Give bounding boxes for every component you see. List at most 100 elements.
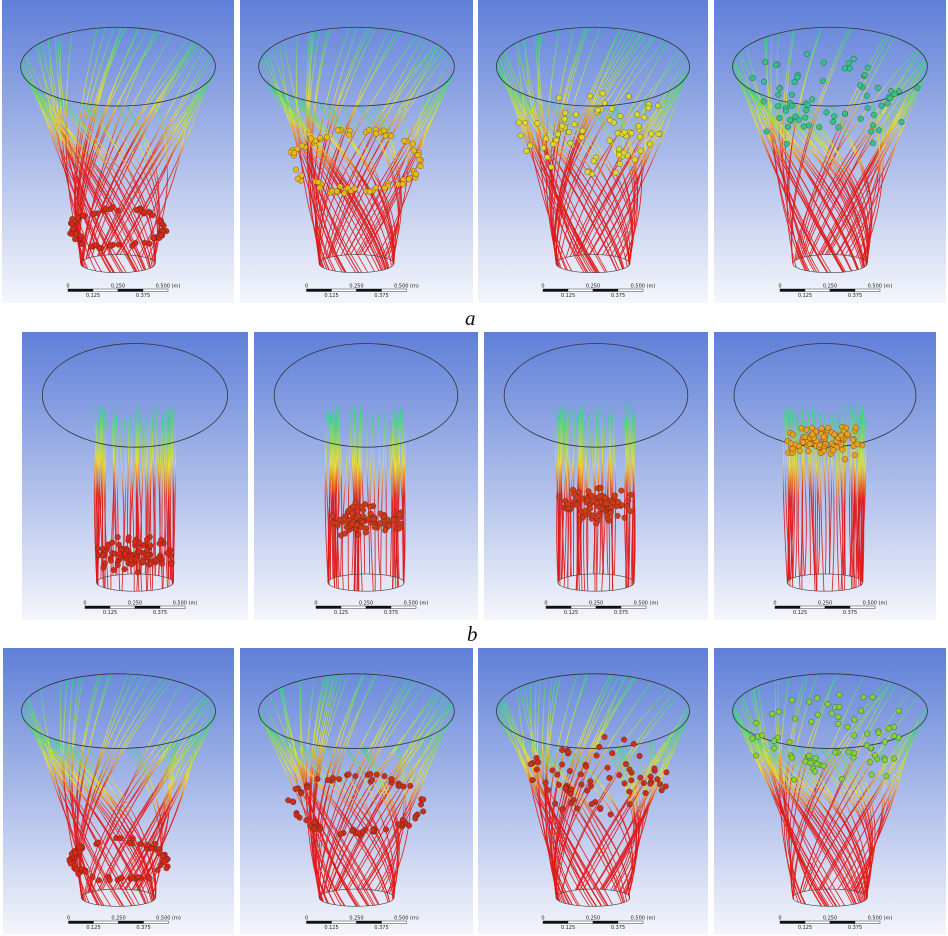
particle [418, 801, 424, 808]
particle [373, 130, 380, 137]
streamline [127, 81, 209, 256]
particle [612, 169, 619, 176]
streamline [156, 420, 161, 576]
scale-tick-label: 0.250 [589, 601, 603, 607]
streamline [32, 85, 138, 272]
particle [564, 501, 571, 508]
particle [621, 129, 628, 136]
particle [637, 147, 644, 154]
streamline [837, 748, 874, 895]
streamline [850, 405, 856, 577]
particle [870, 140, 876, 147]
streamline [583, 412, 590, 591]
streamline [91, 694, 207, 892]
particle [596, 493, 603, 500]
particle [106, 877, 113, 884]
vessel-top-rim [258, 26, 455, 107]
streamline [308, 31, 346, 273]
particle [658, 787, 665, 794]
streamline [555, 28, 621, 263]
particle [845, 748, 852, 755]
streamline [516, 687, 573, 906]
particle [556, 94, 563, 101]
streamline [742, 83, 864, 268]
particle [769, 711, 776, 717]
streamline [602, 727, 680, 890]
particle [788, 91, 795, 98]
streamline [389, 406, 395, 576]
streamline [102, 697, 210, 891]
streamline [53, 96, 153, 268]
streamline [600, 405, 604, 575]
particle [636, 133, 643, 140]
particle [663, 769, 670, 776]
streamline [131, 742, 173, 890]
particle [857, 82, 864, 89]
panel-c-3: 0 0.250 0.500 (m) 0.125 0.375 [478, 648, 708, 935]
particle [562, 110, 569, 116]
particle [596, 743, 603, 750]
particle [621, 780, 628, 787]
particle [96, 877, 103, 884]
particle [871, 752, 878, 759]
particle [791, 776, 797, 783]
particle [545, 786, 551, 793]
scale-bar-segment [617, 920, 644, 924]
particle [137, 840, 144, 847]
particle [839, 775, 846, 782]
scale-bar: 0 0.250 0.500 (m) 0.125 0.375 [544, 601, 658, 617]
scale-tick-label: 0.375 [848, 925, 862, 931]
particle [311, 819, 318, 826]
particle [857, 115, 864, 122]
particle [625, 93, 632, 100]
streamline [802, 689, 911, 893]
streamline [331, 51, 448, 257]
streamline [84, 691, 202, 895]
streamline [559, 53, 685, 260]
particle [304, 784, 311, 791]
particle [609, 750, 616, 757]
particle [823, 109, 830, 116]
particle [109, 204, 116, 210]
scale-bar: 0 0.250 0.500 (m) 0.125 0.375 [67, 916, 181, 932]
particle [381, 185, 388, 192]
streamline [380, 412, 385, 591]
streamline [369, 415, 375, 592]
streamline [557, 675, 626, 896]
scale-bar-segment [620, 605, 647, 609]
particle [527, 142, 534, 149]
particle [881, 738, 888, 745]
particle [413, 171, 420, 177]
streamline [607, 416, 611, 591]
scale-tick-label: 0.375 [611, 293, 625, 299]
scale-bar-segment [617, 288, 644, 292]
streamline [824, 748, 872, 893]
particle [559, 761, 566, 768]
streamline [270, 85, 384, 271]
streamline [389, 420, 395, 589]
particles [285, 770, 427, 838]
streamline [356, 737, 426, 890]
particle [570, 486, 577, 493]
streamline [376, 91, 434, 257]
particle [859, 442, 866, 449]
streamline [355, 91, 432, 255]
particle [657, 781, 663, 788]
particle [635, 123, 642, 130]
streamline [595, 105, 633, 263]
particle [608, 105, 615, 112]
streamline [295, 35, 330, 270]
particle [382, 132, 389, 139]
scale-tick-label: 0.500 (m) [173, 601, 198, 607]
particle [819, 77, 826, 84]
particle [814, 761, 821, 767]
streamline [360, 105, 399, 261]
streamlines [496, 27, 690, 273]
particle [641, 114, 648, 121]
streamline [337, 420, 342, 589]
particle [597, 805, 604, 811]
particle [362, 529, 369, 536]
particle [561, 116, 568, 123]
particle [99, 552, 106, 558]
scale-bar-segment [779, 288, 806, 292]
